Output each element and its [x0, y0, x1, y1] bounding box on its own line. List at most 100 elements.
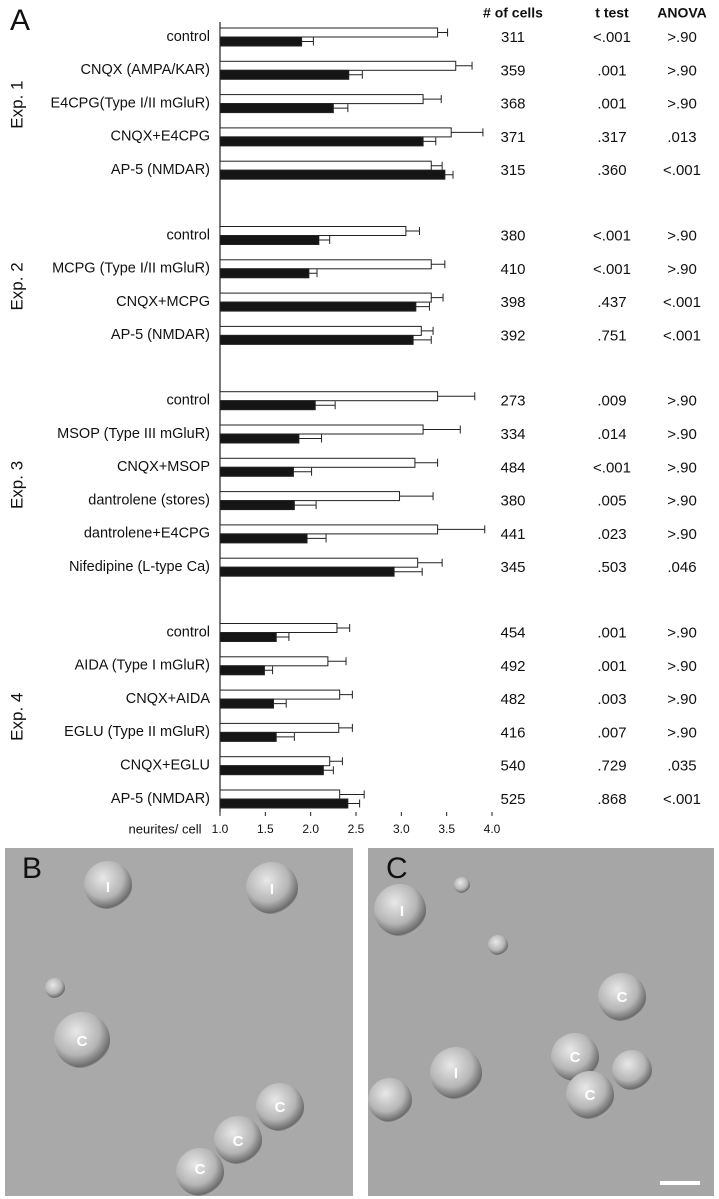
error-bar [318, 236, 331, 244]
t-test: .001 [597, 624, 626, 641]
bar [219, 433, 300, 444]
column-header: t test [595, 5, 629, 21]
t-test: .001 [597, 62, 626, 79]
group-label: Exp. 2 [7, 262, 26, 310]
cell-count: 492 [500, 658, 525, 675]
anova: >.90 [667, 227, 697, 244]
cell-count: 540 [500, 758, 525, 775]
category-label: dantrolene+E4CPG [84, 526, 210, 542]
bar [219, 756, 331, 767]
category-label: EGLU (Type II mGluR) [64, 724, 210, 740]
column-header: ANOVA [657, 5, 707, 21]
anova: >.90 [667, 658, 697, 675]
cell-label: C [275, 1099, 286, 1116]
micrograph-bg [5, 848, 353, 1196]
cell-count: 368 [500, 96, 525, 113]
t-test: <.001 [593, 459, 631, 476]
t-test: .729 [597, 758, 626, 775]
anova: .035 [667, 758, 696, 775]
bar [219, 789, 341, 800]
bar [219, 698, 274, 709]
anova: >.90 [667, 96, 697, 113]
cell [430, 1047, 482, 1099]
anova: <.001 [663, 162, 701, 179]
bar [219, 27, 439, 38]
category-label: control [166, 29, 210, 45]
error-bar [421, 326, 434, 335]
error-bar [276, 732, 295, 741]
panel-label: B [22, 852, 42, 885]
bar [219, 500, 295, 511]
cell [454, 877, 470, 893]
cell-count: 380 [500, 227, 525, 244]
bar [219, 623, 338, 633]
x-tick-label: 2.5 [348, 822, 365, 836]
panel-label: A [10, 4, 30, 37]
cell-count: 482 [500, 691, 525, 708]
group-label: Exp. 4 [7, 693, 26, 741]
error-bar [414, 458, 439, 467]
t-test: .003 [597, 691, 626, 708]
error-bar [399, 492, 434, 501]
anova: >.90 [667, 691, 697, 708]
t-test: .868 [597, 791, 626, 808]
anova: >.90 [667, 62, 697, 79]
micrograph-b: B I I C C C C [5, 848, 353, 1196]
t-test: .437 [597, 294, 626, 311]
x-tick-label: 3.5 [438, 822, 455, 836]
anova: >.90 [667, 459, 697, 476]
cell-label: C [233, 1133, 244, 1150]
micrograph-c: C I I C C C [368, 848, 714, 1196]
cell-label: C [617, 989, 628, 1006]
error-bar [327, 657, 347, 666]
bar [219, 94, 424, 105]
error-bar [431, 161, 443, 170]
cell [368, 1078, 412, 1122]
anova: >.90 [667, 393, 697, 410]
category-label: Nifedipine (L-type Ca) [69, 559, 210, 575]
anova: >.90 [667, 526, 697, 543]
anova: .013 [667, 129, 696, 146]
cell-label: I [454, 1065, 458, 1082]
x-tick-label: 1.5 [257, 822, 274, 836]
bar [219, 722, 340, 733]
cell [246, 862, 298, 914]
bar [219, 457, 416, 468]
bar [219, 689, 341, 700]
error-bar [451, 128, 484, 137]
error-bar [323, 766, 334, 775]
panel-label: C [386, 852, 408, 885]
bar [219, 235, 320, 245]
category-label: dantrolene (stores) [88, 492, 210, 508]
error-bar [336, 624, 351, 632]
error-bar [423, 425, 461, 434]
column-header: # of cells [483, 5, 543, 21]
cell-count: 392 [500, 327, 525, 344]
bar [219, 533, 308, 544]
anova: >.90 [667, 724, 697, 741]
anova: >.90 [667, 261, 697, 278]
error-bar [455, 61, 473, 70]
category-label: E4CPG(Type I/II mGluR) [50, 95, 210, 111]
cell [566, 1071, 614, 1119]
bar [219, 466, 294, 477]
category-label: MSOP (Type III mGluR) [57, 426, 210, 442]
error-bar [276, 633, 290, 641]
cell-label: I [270, 881, 274, 898]
error-bar [301, 37, 314, 46]
anova: >.90 [667, 29, 697, 46]
error-bar [333, 104, 349, 113]
category-label: control [166, 393, 210, 409]
error-bar [437, 28, 449, 37]
error-bar [339, 690, 353, 699]
x-tick-label: 2.0 [302, 822, 319, 836]
t-test: <.001 [593, 261, 631, 278]
anova: >.90 [667, 426, 697, 443]
error-bar [338, 723, 353, 732]
error-bar [347, 799, 361, 808]
error-bar [431, 260, 446, 269]
anova: <.001 [663, 294, 701, 311]
cell-count: 380 [500, 493, 525, 510]
cell-count: 525 [500, 791, 525, 808]
category-label: control [166, 624, 210, 640]
